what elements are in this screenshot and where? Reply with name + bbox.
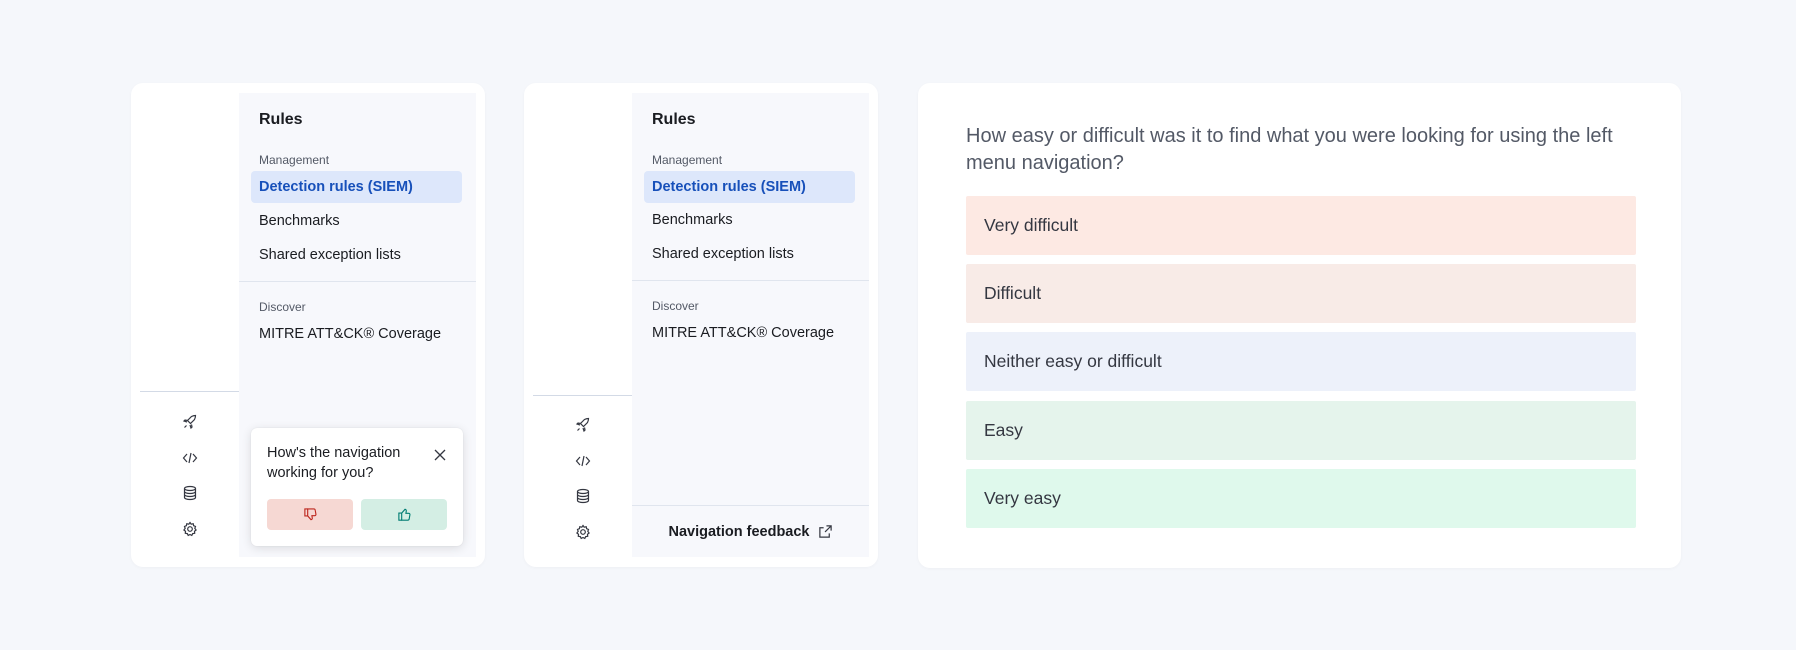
nav-item-mitre-coverage[interactable]: MITRE ATT&CK® Coverage bbox=[652, 325, 835, 341]
database-icon[interactable] bbox=[181, 484, 199, 502]
nav-item-detection-rules[interactable]: Detection rules (SIEM) bbox=[644, 171, 855, 203]
panel-title: Rules bbox=[259, 111, 303, 128]
section-label-management: Management bbox=[259, 153, 330, 167]
nav-item-shared-exception-lists[interactable]: Shared exception lists bbox=[259, 247, 401, 263]
survey-option-neither[interactable]: Neither easy or difficult bbox=[966, 332, 1636, 391]
panel-title: Rules bbox=[652, 111, 696, 128]
nav-variant-link-card: Rules Management Detection rules (SIEM) … bbox=[524, 83, 878, 567]
nav-item-detection-rules[interactable]: Detection rules (SIEM) bbox=[251, 171, 462, 203]
nav-item-mitre-coverage[interactable]: MITRE ATT&CK® Coverage bbox=[259, 326, 442, 342]
nav-item-shared-exception-lists[interactable]: Shared exception lists bbox=[652, 246, 794, 262]
rail-divider bbox=[140, 391, 240, 392]
popover-question: How's the navigation working for you? bbox=[267, 445, 401, 481]
section-label-management: Management bbox=[652, 153, 723, 167]
nav-item-benchmarks[interactable]: Benchmarks bbox=[259, 213, 340, 229]
survey-option-very-easy[interactable]: Very easy bbox=[966, 469, 1636, 528]
feedback-link-label: Navigation feedback bbox=[668, 523, 810, 540]
feedback-popover: How's the navigation working for you? bbox=[251, 428, 463, 546]
thumbs-up-icon bbox=[397, 508, 411, 521]
thumbs-down-icon bbox=[303, 508, 317, 521]
thumbs-down-button[interactable] bbox=[267, 499, 353, 530]
gear-icon[interactable] bbox=[574, 523, 592, 541]
section-label-discover: Discover bbox=[652, 299, 699, 313]
nav-item-benchmarks[interactable]: Benchmarks bbox=[652, 212, 733, 228]
rocket-icon[interactable] bbox=[181, 413, 199, 431]
nav-panel: Rules Management Detection rules (SIEM) … bbox=[632, 93, 869, 557]
section-label-discover: Discover bbox=[259, 300, 306, 314]
gear-icon[interactable] bbox=[181, 520, 199, 538]
external-link-icon bbox=[818, 525, 832, 538]
survey-card: How easy or difficult was it to find wha… bbox=[918, 83, 1681, 568]
nav-variant-popover-card: Rules Management Detection rules (SIEM) … bbox=[131, 83, 485, 567]
icon-rail bbox=[533, 93, 633, 557]
section-divider bbox=[239, 281, 476, 282]
rail-divider bbox=[533, 395, 633, 396]
survey-option-difficult[interactable]: Difficult bbox=[966, 264, 1636, 323]
rocket-icon[interactable] bbox=[574, 416, 592, 434]
survey-option-very-difficult[interactable]: Very difficult bbox=[966, 196, 1636, 255]
icon-rail bbox=[140, 93, 240, 557]
survey-option-easy[interactable]: Easy bbox=[966, 401, 1636, 460]
survey-question: How easy or difficult was it to find wha… bbox=[966, 125, 1613, 174]
close-icon[interactable] bbox=[433, 448, 447, 462]
navigation-feedback-link[interactable]: Navigation feedback bbox=[632, 505, 869, 557]
thumbs-up-button[interactable] bbox=[361, 499, 447, 530]
code-icon[interactable] bbox=[181, 449, 199, 467]
section-divider bbox=[632, 280, 869, 281]
database-icon[interactable] bbox=[574, 487, 592, 505]
code-icon[interactable] bbox=[574, 452, 592, 470]
